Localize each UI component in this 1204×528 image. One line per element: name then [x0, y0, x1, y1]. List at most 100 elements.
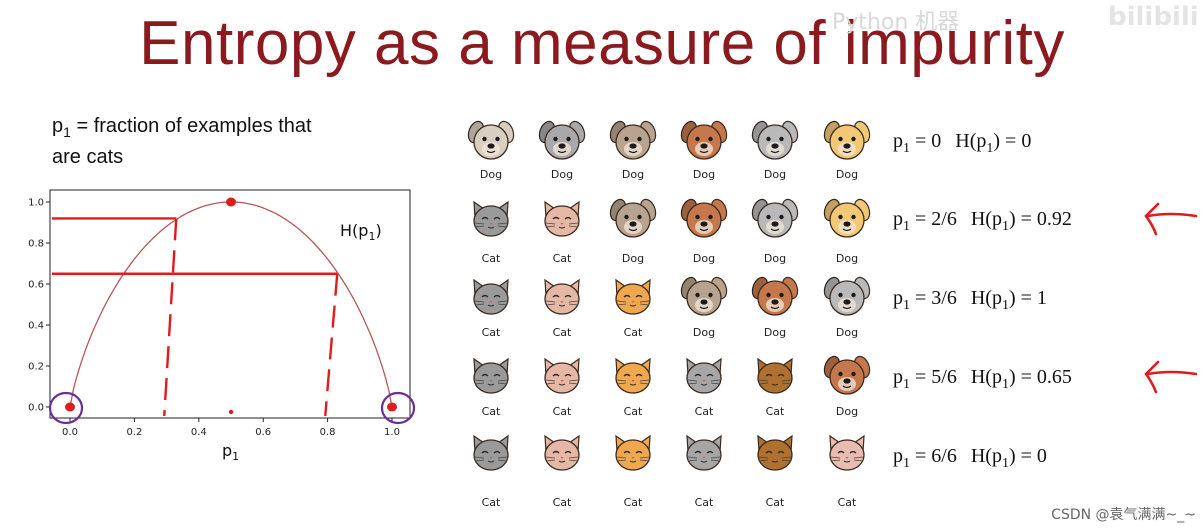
x-label-subscript: 1	[232, 450, 239, 463]
eq-h: H(p	[970, 445, 1002, 467]
footer-credit: CSDN @袁气满满~_~	[1051, 507, 1196, 523]
cat-face-icon	[757, 357, 793, 394]
definition-symbol: p	[52, 115, 64, 137]
x-tick-label: 1.0	[384, 427, 400, 438]
cat-face-icon	[686, 434, 722, 471]
example-cell: Cat	[527, 347, 597, 427]
dog-face-icon	[680, 198, 728, 238]
example-cell: Dog	[669, 268, 739, 348]
example-cell: Cat	[598, 424, 668, 509]
guide-vertical-dashed	[163, 218, 178, 417]
eq-p-sub: 1	[903, 298, 910, 313]
example-cell: Cat	[740, 347, 810, 427]
example-cell: Cat	[527, 190, 597, 270]
eq-h: H(p	[970, 366, 1002, 388]
example-label: Dog	[835, 405, 859, 418]
cat-face-icon	[473, 434, 509, 471]
example-cell: Cat	[527, 424, 597, 509]
example-label: Cat	[552, 405, 572, 418]
example-label: Cat	[552, 252, 572, 265]
example-label: Cat	[623, 405, 643, 418]
eq-p-sub: 1	[903, 456, 910, 471]
x-axis-label: p1	[222, 441, 239, 463]
example-cell: Dog	[598, 190, 668, 270]
example-cell: Cat	[669, 347, 739, 427]
curve-label-main: H(p	[340, 221, 368, 240]
cat-face-icon	[615, 434, 651, 471]
example-label: Cat	[481, 252, 501, 265]
bilibili-logo: bilibili	[1108, 2, 1199, 32]
entropy-equation: p1 = 6/6 H(p1) = 0	[893, 445, 1047, 472]
example-cell: Cat	[598, 347, 668, 427]
example-label: Dog	[621, 252, 645, 265]
eq-h: H(p	[970, 208, 1002, 230]
example-label: Dog	[550, 168, 574, 181]
cat-face-icon	[544, 434, 580, 471]
y-tick-label: 0.6	[28, 280, 44, 291]
definition-line1: = fraction of examples that	[70, 115, 312, 137]
cat-face-icon	[544, 200, 580, 237]
eq-h-sub: 1	[1001, 377, 1009, 392]
eq-p: p	[893, 366, 903, 388]
example-label: Cat	[481, 326, 501, 339]
example-cell: Cat	[598, 268, 668, 348]
plot-frame	[49, 189, 411, 419]
annotation-point	[65, 402, 75, 412]
red-arrow-icon	[1144, 202, 1198, 236]
eq-h: H(p	[970, 287, 1002, 309]
cat-face-icon	[544, 278, 580, 315]
x-tick-label: 0.0	[62, 427, 78, 438]
entropy-equation: p1 = 2/6 H(p1) = 0.92	[893, 208, 1072, 235]
example-label: Cat	[481, 496, 501, 509]
dog-face-icon	[823, 276, 871, 316]
eq-p: p	[893, 287, 903, 309]
example-label: Dog	[621, 168, 645, 181]
example-label: Cat	[552, 496, 572, 509]
chart-ticks: 0.0 0.2 0.4 0.6 0.8 1.0 0.0 0.2 0.4 0.6 0.8 1.0	[28, 198, 400, 439]
dog-face-icon	[823, 355, 871, 395]
example-cell: Cat	[456, 424, 526, 509]
definition-text: p1 = fraction of examples that are cats	[52, 114, 312, 170]
example-cell: Dog	[598, 112, 668, 192]
example-label: Dog	[835, 168, 859, 181]
example-label: Cat	[765, 496, 785, 509]
example-label: Cat	[623, 326, 643, 339]
example-cell: Cat	[527, 268, 597, 348]
eq-h-value: ) = 0	[1008, 445, 1047, 467]
example-label: Dog	[835, 326, 859, 339]
eq-p-sub: 1	[903, 219, 910, 234]
x-label-main: p	[222, 441, 232, 460]
dog-face-icon	[823, 120, 871, 160]
entropy-equation: p1 = 3/6 H(p1) = 1	[893, 287, 1047, 314]
example-cell: Dog	[456, 112, 526, 192]
dog-face-icon	[823, 198, 871, 238]
example-label: Dog	[692, 168, 716, 181]
example-label: Cat	[694, 496, 714, 509]
eq-p-value: = 6/6	[910, 445, 957, 467]
red-arrow-icon	[1144, 360, 1198, 394]
example-cell: Dog	[740, 112, 810, 192]
dog-face-icon	[538, 120, 586, 160]
dog-face-icon	[751, 276, 799, 316]
eq-p: p	[893, 130, 903, 152]
dog-face-icon	[751, 198, 799, 238]
example-label: Dog	[763, 252, 787, 265]
cat-face-icon	[473, 357, 509, 394]
eq-p-sub: 1	[903, 141, 910, 156]
example-label: Cat	[552, 326, 572, 339]
example-label: Dog	[835, 252, 859, 265]
chart-annotations	[48, 197, 416, 425]
y-tick-label: 0.8	[28, 239, 44, 250]
example-cell: Dog	[812, 268, 882, 348]
example-label: Dog	[692, 326, 716, 339]
example-cell: Cat	[669, 424, 739, 509]
example-grid: Dog Dog Dog	[456, 112, 871, 522]
definition-subscript: 1	[63, 124, 71, 140]
eq-h-value: ) = 0.92	[1008, 208, 1072, 230]
eq-h: H(p	[955, 130, 987, 152]
eq-p-value: = 3/6	[910, 287, 957, 309]
example-cell: Cat	[456, 347, 526, 427]
x-tick-label: 0.2	[126, 427, 142, 438]
y-tick-label: 0.4	[28, 321, 44, 332]
eq-p-value: = 0	[910, 130, 942, 152]
